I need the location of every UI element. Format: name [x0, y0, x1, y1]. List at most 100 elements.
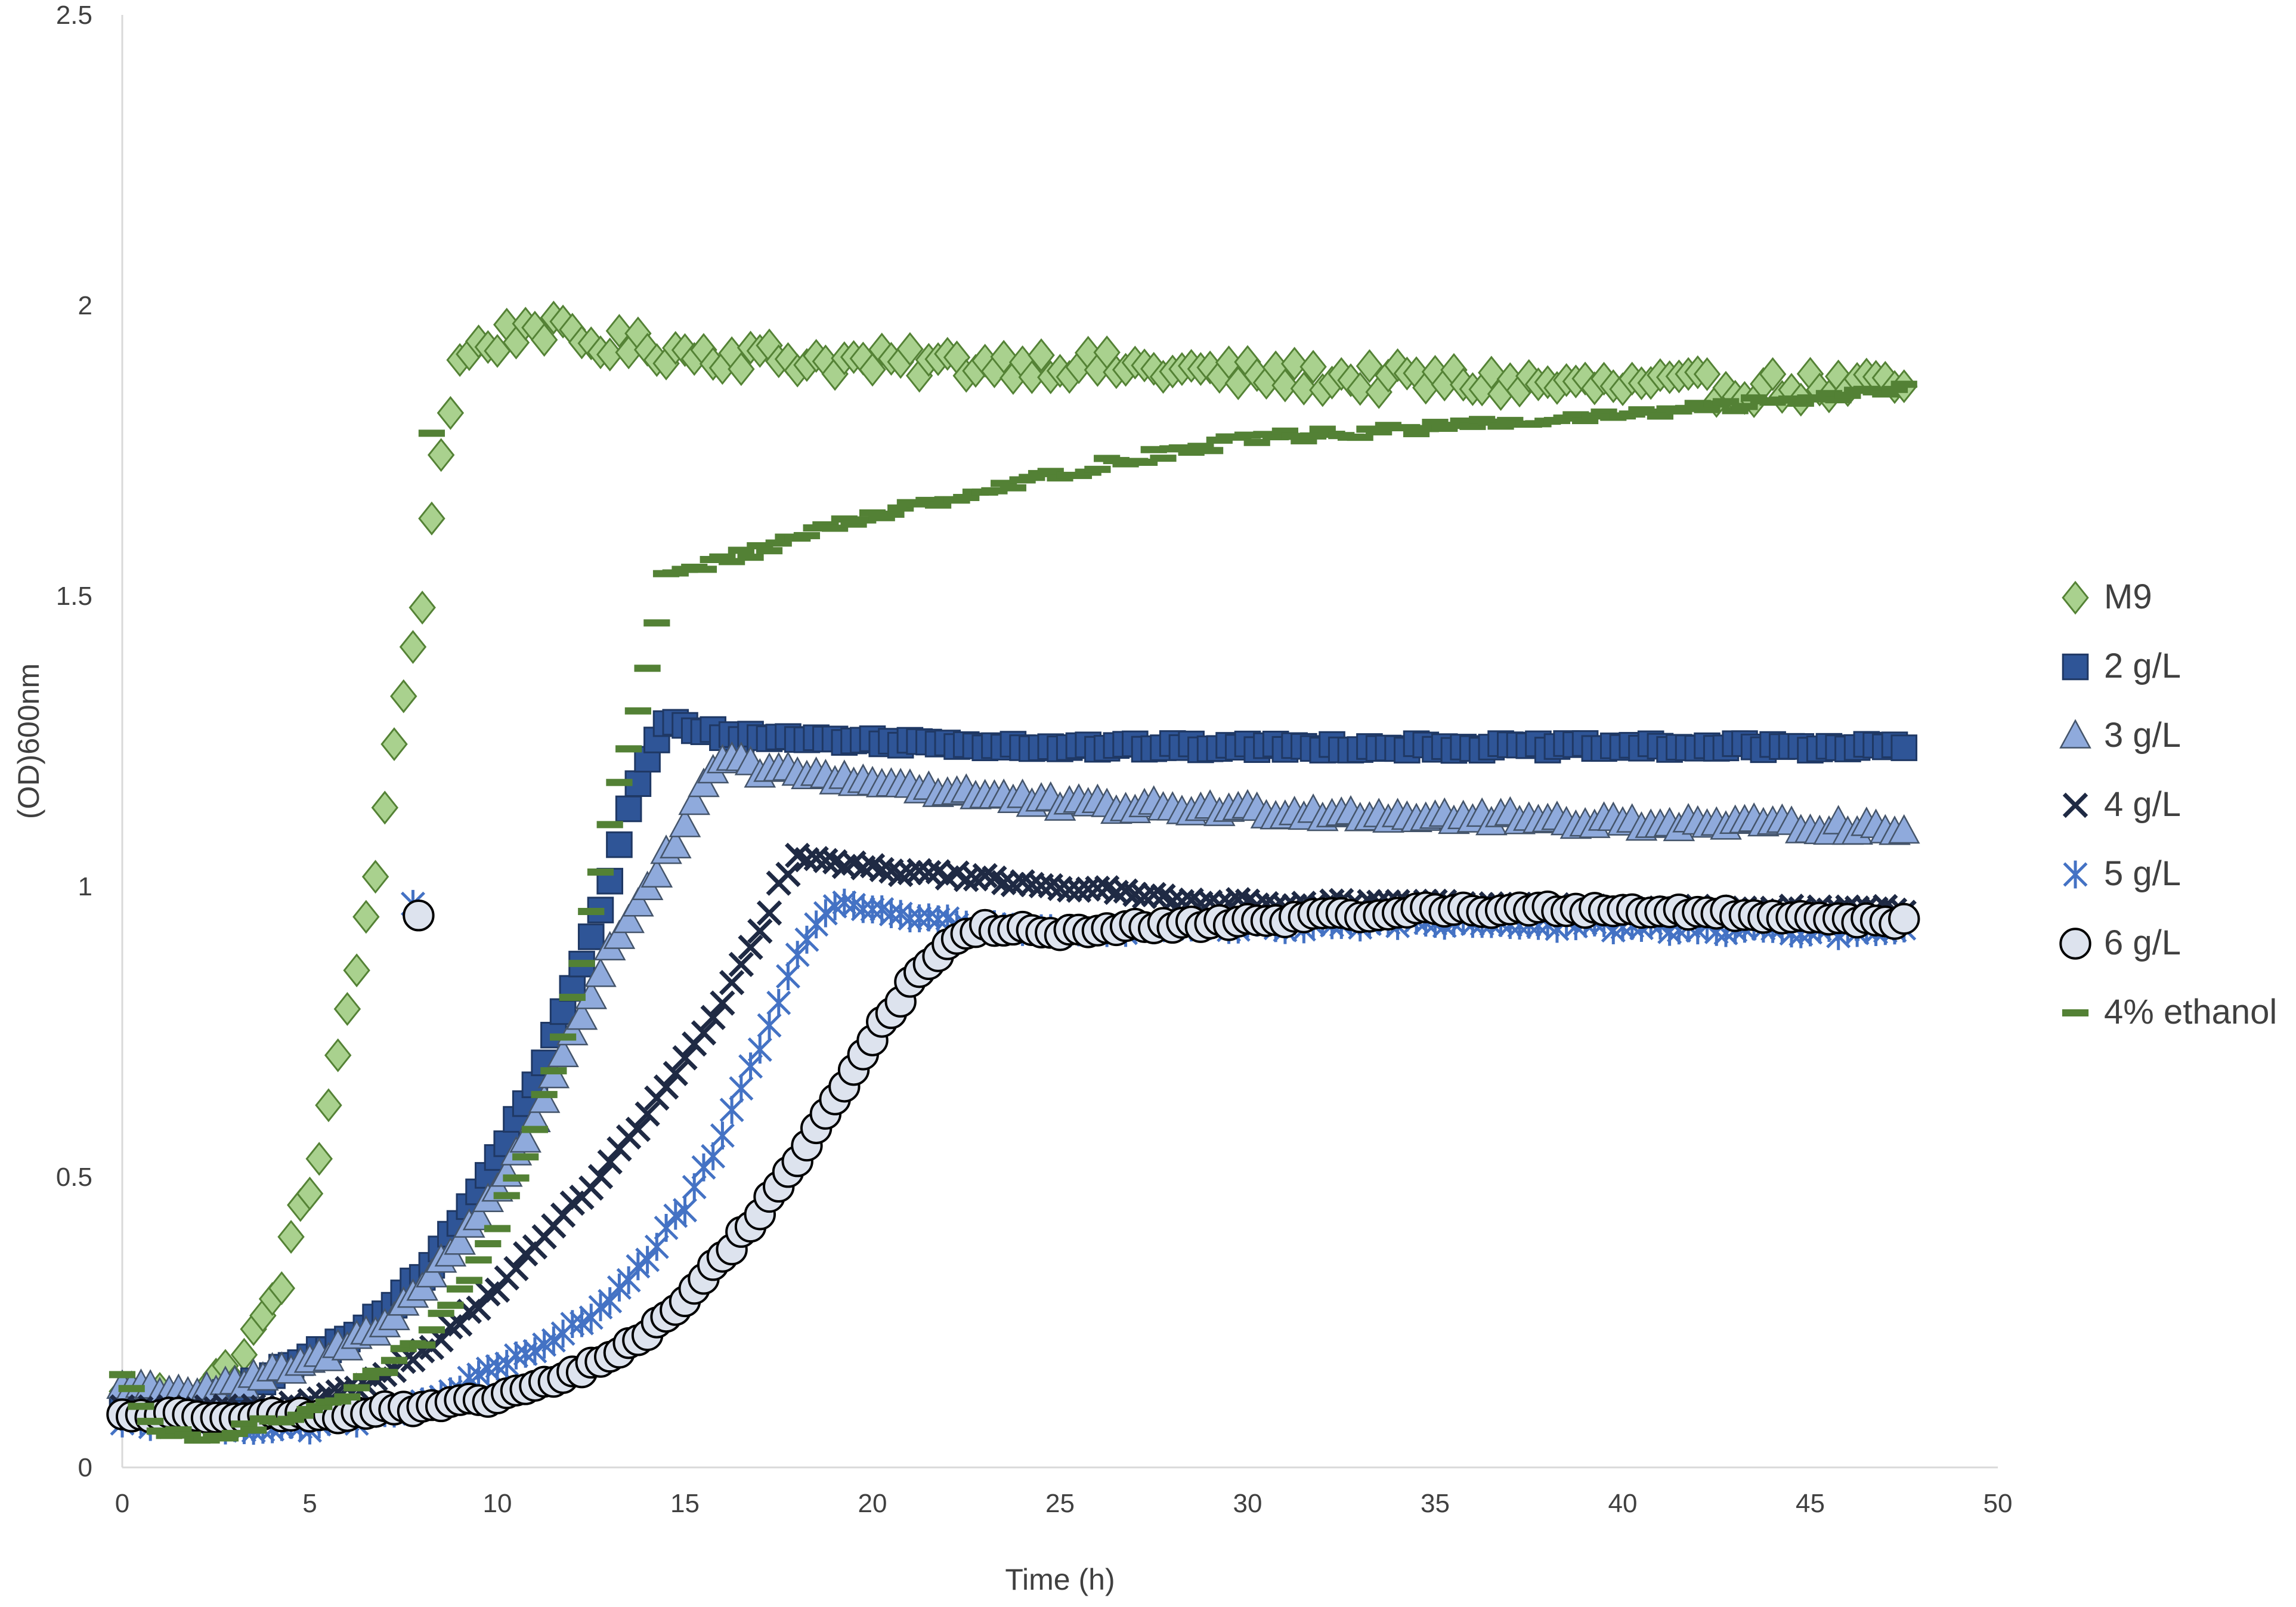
x-tick-label: 25 — [1045, 1489, 1075, 1518]
data-point — [1888, 903, 1920, 935]
data-point — [503, 1256, 529, 1281]
data-point — [447, 1285, 474, 1293]
y-tick-label: 2.5 — [56, 1, 92, 30]
data-point — [832, 888, 857, 917]
data-point — [1356, 349, 1384, 384]
x-tick-label: 50 — [1984, 1489, 2013, 1518]
data-point — [587, 868, 614, 876]
data-point — [390, 679, 417, 713]
data-point — [456, 1277, 482, 1284]
data-point — [728, 951, 754, 977]
data-point — [324, 1038, 352, 1073]
data-point — [409, 1341, 436, 1349]
data-point — [584, 957, 617, 987]
data-point — [427, 438, 455, 472]
data-point — [1299, 350, 1327, 384]
data-point — [669, 808, 701, 838]
legend-item: 4% ethanol — [2062, 993, 2277, 1031]
legend-item: 4 g/L — [2062, 785, 2181, 824]
data-point — [1347, 434, 1373, 441]
data-point — [606, 778, 633, 786]
data-point — [1280, 347, 1308, 381]
y-tick-label: 1 — [78, 872, 92, 901]
data-point — [756, 900, 782, 926]
data-point — [710, 1121, 735, 1150]
data-point — [378, 1300, 410, 1330]
legend: M9 2 g/L 3 g/L 4 g/L 5 g/L 6 g/L 4% ethanol — [2059, 577, 2277, 1031]
data-point — [1890, 734, 1918, 761]
data-point — [663, 1061, 688, 1086]
legend-item: 3 g/L — [2059, 716, 2181, 755]
data-point — [540, 1067, 567, 1075]
data-point — [1243, 438, 1270, 446]
data-point — [128, 1402, 154, 1410]
data-point — [513, 1340, 538, 1368]
data-point — [485, 1352, 510, 1380]
data-point — [747, 918, 773, 944]
axes: 0 0.5 1 1.5 2 2.5 0 5 10 15 20 25 30 35 40 45 50 — [56, 1, 2013, 1518]
data-point — [612, 903, 645, 934]
data-point — [991, 870, 1017, 895]
data-point — [399, 630, 427, 664]
data-point — [1197, 447, 1224, 455]
x-tick-label: 10 — [483, 1489, 512, 1518]
data-point — [437, 1302, 464, 1309]
data-point — [372, 1368, 398, 1376]
data-point — [287, 1411, 314, 1419]
data-point — [663, 1201, 688, 1230]
data-point — [334, 1393, 361, 1401]
data-point — [1346, 372, 1374, 406]
data-point — [1694, 406, 1721, 413]
data-point — [775, 861, 801, 888]
data-point — [509, 1123, 541, 1153]
data-point — [598, 1287, 623, 1315]
legend-marker — [2059, 719, 2091, 749]
series-4-ethanol — [109, 381, 1917, 1444]
data-point — [1887, 814, 1920, 844]
data-point — [1131, 883, 1158, 910]
data-point — [1150, 455, 1177, 462]
data-point — [1084, 465, 1111, 473]
legend-label: M9 — [2104, 577, 2152, 616]
data-point — [512, 1153, 539, 1161]
legend-marker — [2062, 1009, 2089, 1016]
x-tick-label: 15 — [670, 1489, 700, 1518]
data-point — [1693, 357, 1721, 391]
data-point — [615, 745, 642, 753]
data-point — [437, 395, 465, 430]
data-point — [503, 1174, 530, 1182]
data-point — [344, 1384, 370, 1392]
legend-label: 3 g/L — [2104, 716, 2181, 755]
data-point — [109, 1371, 136, 1379]
data-point — [606, 831, 633, 858]
data-point — [416, 1257, 448, 1288]
x-tick-label: 0 — [115, 1489, 129, 1518]
data-point — [1141, 882, 1166, 907]
data-point — [916, 860, 942, 885]
data-point — [673, 1196, 697, 1225]
data-point — [756, 547, 783, 555]
data-point — [1000, 484, 1026, 492]
data-point — [896, 332, 924, 366]
data-point — [444, 1225, 476, 1255]
data-point — [428, 1309, 454, 1317]
data-point — [878, 511, 905, 518]
data-point — [738, 1052, 763, 1081]
data-point — [549, 1033, 577, 1041]
data-point — [605, 314, 633, 348]
data-point — [738, 934, 763, 960]
data-point — [531, 1090, 558, 1098]
data-point — [587, 1164, 614, 1189]
data-point — [813, 848, 838, 873]
y-tick-label: 2 — [78, 291, 92, 320]
data-point — [616, 1266, 641, 1294]
data-point — [521, 1126, 548, 1133]
legend-marker — [2062, 580, 2089, 615]
legend-item: M9 — [2062, 577, 2152, 616]
x-tick-label: 30 — [1233, 1489, 1263, 1518]
data-point — [785, 941, 810, 969]
data-point — [691, 1020, 717, 1046]
data-point — [625, 1117, 651, 1142]
